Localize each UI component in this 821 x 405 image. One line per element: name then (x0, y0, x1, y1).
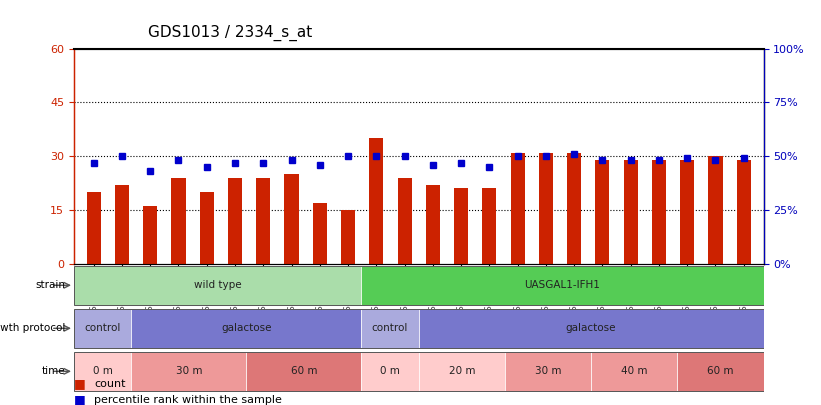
Text: control: control (85, 323, 121, 333)
FancyBboxPatch shape (131, 352, 246, 391)
Bar (454, 188, 468, 264)
Bar (256, 178, 270, 264)
Text: count: count (94, 379, 126, 389)
Text: ■: ■ (74, 393, 85, 405)
Text: 60 m: 60 m (707, 367, 734, 376)
Bar (341, 210, 355, 264)
Text: 30 m: 30 m (534, 367, 562, 376)
Bar (143, 207, 158, 264)
Bar (426, 185, 440, 264)
Text: wild type: wild type (194, 280, 241, 290)
Bar (397, 178, 411, 264)
FancyBboxPatch shape (131, 309, 361, 347)
Bar (652, 160, 666, 264)
FancyBboxPatch shape (419, 352, 505, 391)
FancyBboxPatch shape (419, 309, 764, 347)
Text: time: time (42, 367, 66, 376)
Bar (567, 153, 581, 264)
Bar (228, 178, 242, 264)
FancyBboxPatch shape (74, 352, 131, 391)
Text: galactose: galactose (221, 323, 272, 333)
Bar (482, 188, 497, 264)
FancyBboxPatch shape (74, 309, 131, 347)
Bar (369, 138, 383, 264)
FancyBboxPatch shape (361, 309, 419, 347)
Text: galactose: galactose (566, 323, 617, 333)
FancyBboxPatch shape (361, 352, 419, 391)
Bar (736, 160, 751, 264)
Bar (624, 160, 638, 264)
Bar (680, 160, 695, 264)
Text: 40 m: 40 m (621, 367, 648, 376)
Bar (511, 153, 525, 264)
Text: ■: ■ (74, 377, 85, 390)
Text: percentile rank within the sample: percentile rank within the sample (94, 395, 282, 405)
Text: 30 m: 30 m (176, 367, 202, 376)
Text: 20 m: 20 m (448, 367, 475, 376)
Text: strain: strain (35, 280, 66, 290)
Text: UASGAL1-IFH1: UASGAL1-IFH1 (525, 280, 600, 290)
FancyBboxPatch shape (74, 266, 361, 305)
FancyBboxPatch shape (591, 352, 677, 391)
Bar (284, 174, 299, 264)
FancyBboxPatch shape (505, 352, 591, 391)
FancyBboxPatch shape (246, 352, 361, 391)
Bar (115, 185, 129, 264)
Bar (86, 192, 101, 264)
Bar (539, 153, 553, 264)
Text: GDS1013 / 2334_s_at: GDS1013 / 2334_s_at (148, 24, 312, 40)
Text: 0 m: 0 m (380, 367, 400, 376)
Bar (709, 156, 722, 264)
Text: control: control (372, 323, 408, 333)
Text: 0 m: 0 m (93, 367, 112, 376)
Bar (595, 160, 609, 264)
FancyBboxPatch shape (361, 266, 764, 305)
Bar (172, 178, 186, 264)
Bar (200, 192, 213, 264)
Text: 60 m: 60 m (291, 367, 317, 376)
Bar (313, 203, 327, 264)
FancyBboxPatch shape (677, 352, 764, 391)
Text: growth protocol: growth protocol (0, 323, 66, 333)
